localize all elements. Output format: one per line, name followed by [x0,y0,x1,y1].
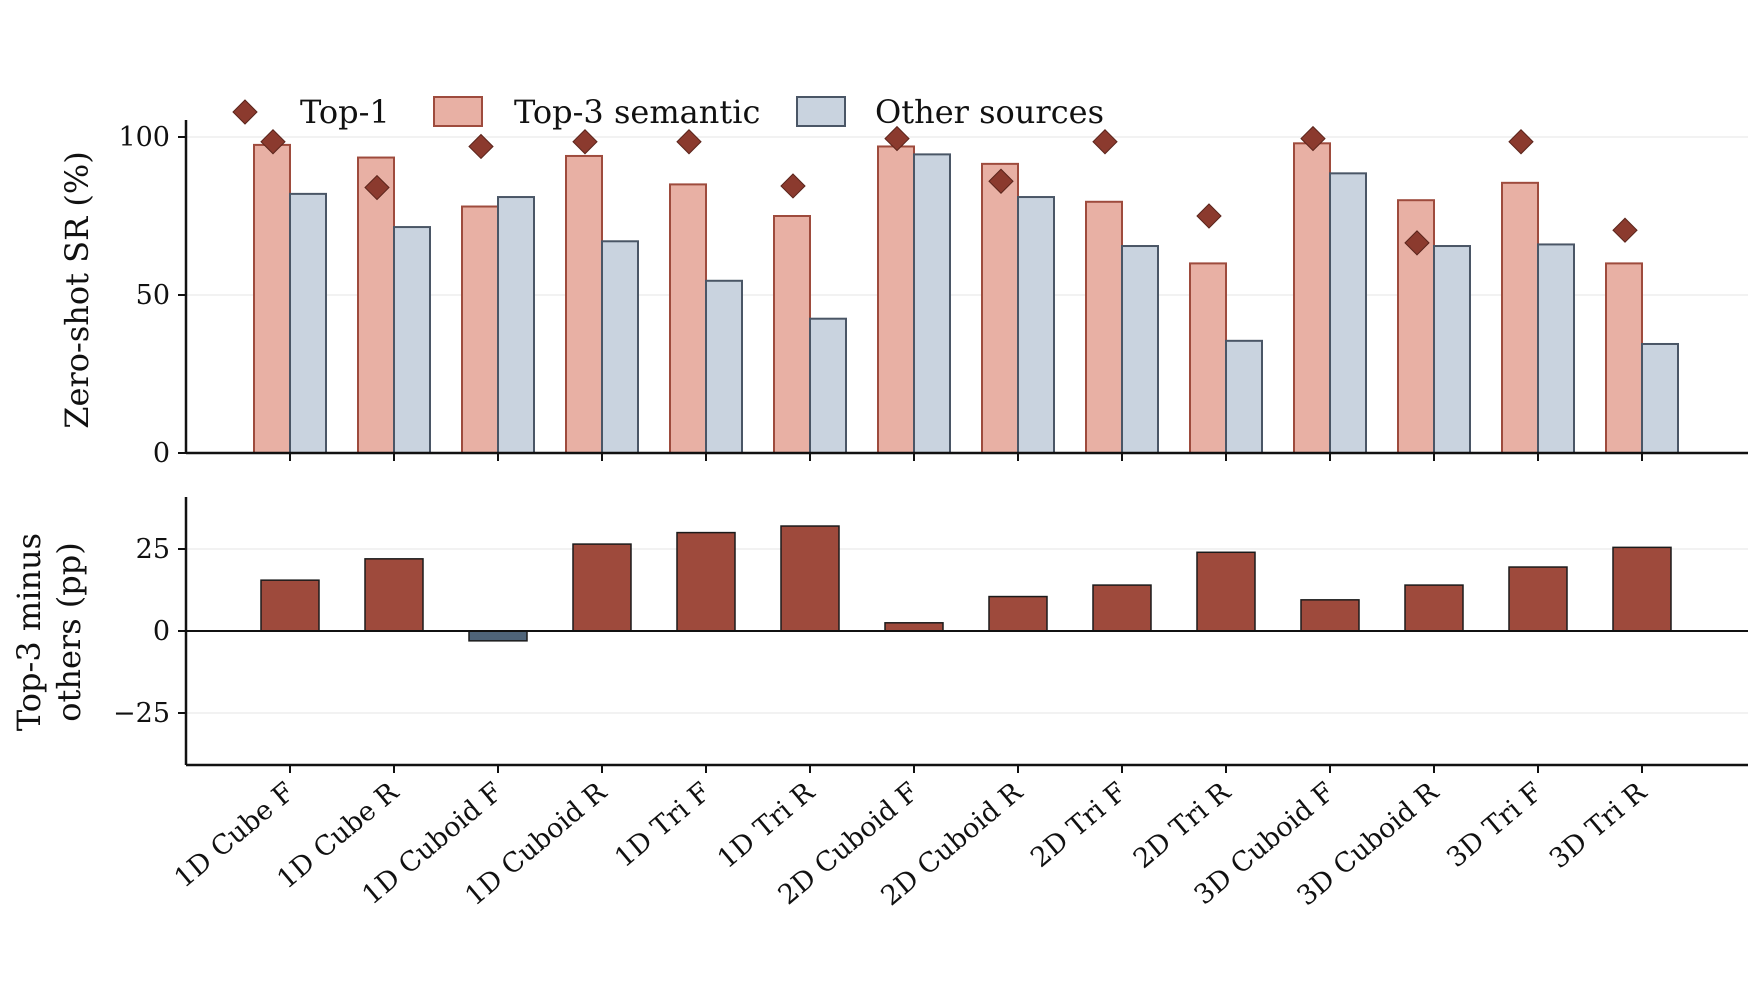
bar-difference [988,595,1048,632]
y-tick-label: 0 [153,616,170,647]
y-tick-label: 100 [118,122,170,153]
bar-difference [780,525,840,632]
legend-swatch-top3-semantic [433,96,483,127]
x-tick-label: 3D Tri R [1544,776,1653,875]
bar-difference [884,622,944,632]
marker-top1 [1404,230,1430,256]
bar-other-sources [1329,172,1367,454]
bar-other-sources [1433,245,1471,454]
bar-other-sources [1225,339,1263,455]
bar-other-sources [705,279,743,454]
bar-other-sources [1121,245,1159,454]
marker-top1 [364,174,390,201]
bar-difference [572,543,632,632]
bar-difference [676,531,736,632]
bar-difference [1404,584,1464,632]
x-tick-label: 2D Tri F [1025,777,1132,874]
bar-top3-semantic [357,156,395,454]
bar-difference [1508,566,1568,632]
bar-other-sources [1017,196,1055,454]
bar-other-sources [601,240,639,454]
bar-other-sources [393,226,431,454]
bar-other-sources [913,153,951,454]
bar-difference [1092,584,1152,632]
bar-top3-semantic [461,205,499,454]
bar-other-sources [1537,243,1575,454]
marker-top1 [572,129,598,155]
bar-other-sources [1641,342,1679,455]
bar-top3-semantic [773,215,811,454]
bar-top3-semantic [565,154,603,455]
bar-top3-semantic [1501,181,1539,454]
legend-label-top1: Top-1 [300,93,390,131]
bar-top3-semantic [877,145,915,454]
x-tick-label: 3D Tri F [1441,777,1548,874]
bar-top3-semantic [1085,200,1123,454]
bar-difference [364,558,424,632]
bar-top3-semantic [981,162,1019,455]
bar-difference [1612,546,1672,632]
legend: Top-1 Top-3 semantic Other sources [232,93,1104,131]
bar-top3-semantic [253,143,291,454]
y-tick-label: 50 [136,280,170,311]
legend-label-other-sources: Other sources [875,93,1104,131]
legend-swatch-other-sources [796,96,846,127]
bar-top3-semantic [669,183,707,454]
marker-top1 [468,133,494,160]
bar-top3-semantic [1189,262,1227,454]
y-tick-label: −25 [113,698,170,729]
marker-top1 [1508,129,1534,155]
category-labels: 1D Cube F1D Cube R1D Cuboid F1D Cuboid R… [169,776,1653,912]
marker-top1 [676,129,702,155]
bar-difference [1196,551,1256,632]
bar-other-sources [809,317,847,455]
bar-other-sources [497,196,535,454]
marker-top1 [260,129,286,155]
bar-difference [1300,599,1360,632]
bar-difference [260,579,320,632]
marker-top1 [1300,125,1326,152]
x-tick-label: 1D Tri F [609,777,716,874]
legend-label-top3-semantic: Top-3 semantic [514,93,760,131]
legend-swatch-top1 [232,99,258,125]
marker-top1 [884,125,910,152]
marker-top1 [1612,217,1638,243]
marker-top1 [1092,129,1118,155]
y-axis-title: Zero-shot SR (%) [58,151,96,428]
marker-top1 [988,168,1014,194]
y-axis-title-line2: others (pp) [50,542,88,722]
bar-difference [468,630,528,642]
bottom-panel: −25 0 25 Top-3 minus others (pp) [10,497,1748,773]
marker-top1 [780,173,806,199]
bar-top3-semantic [1293,142,1331,454]
marker-top1 [1196,203,1222,229]
top-panel: 0 50 100 Zero-shot SR (%) [58,120,1748,469]
y-tick-label: 25 [136,534,170,565]
bar-top3-semantic [1605,262,1643,454]
bar-other-sources [289,192,327,454]
y-tick-label: 0 [153,438,170,469]
y-axis-title-line1: Top-3 minus [10,533,48,731]
